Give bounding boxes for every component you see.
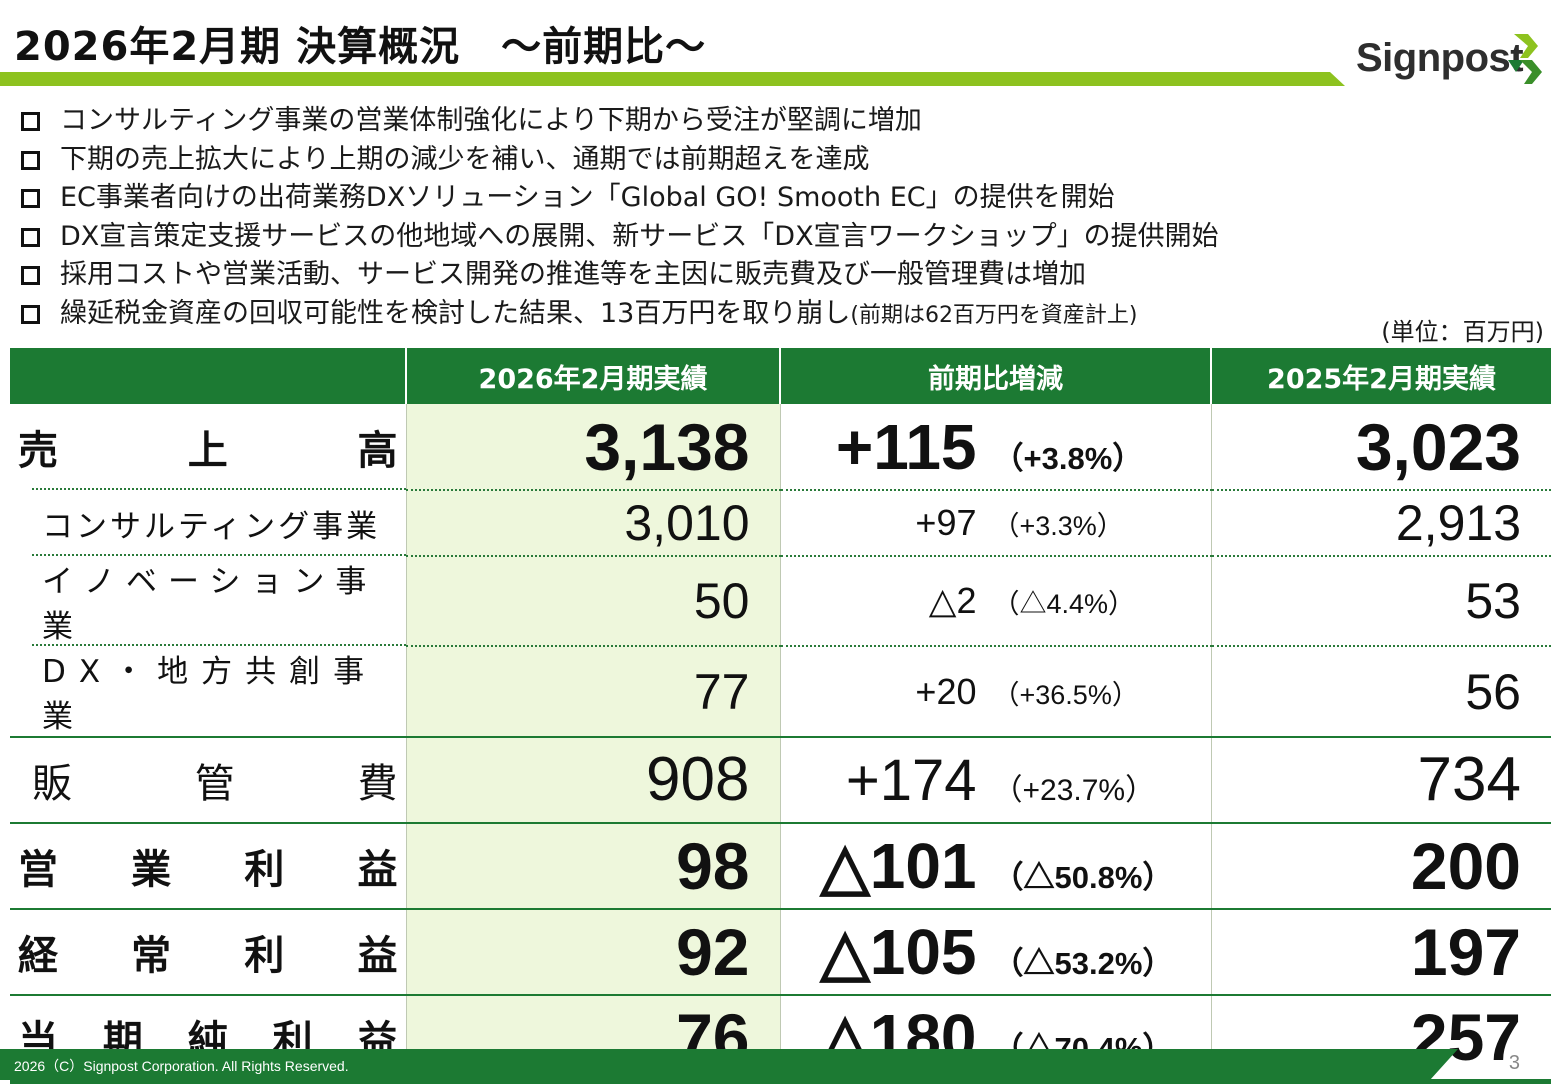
bullet-note: (前期は62百万円を資産計上) [850,302,1138,328]
unit-label: (単位：百万円) [1381,318,1544,346]
table-row-consulting: コンサルティング事業 3,010 +97 （+3.3%） 2,913 [10,490,1551,557]
current-value: 50 [405,556,780,647]
change-value: △105 （△53.2%） [779,909,1211,996]
row-label: DX・地方共創事業 [10,646,406,738]
prior-value: 53 [1210,556,1551,647]
signpost-logo: Signpost [1356,30,1552,90]
table-row-innovation: イノベーション事業 50 △2 （△4.4%） 53 [10,556,1551,647]
bullet-item: 下期の売上拡大により上期の減少を補い、通期では前期超えを達成 [18,141,1219,180]
checkbox-square-icon [21,227,40,247]
row-label: 営 業 利 益 [10,823,406,910]
bullet-item: DX宣言策定支援サービスの他地域への展開、新サービス「DX宣言ワークショップ」の… [18,218,1219,257]
current-value: 92 [405,909,780,996]
checkbox-square-icon [21,150,40,170]
page-number: 3 [1508,1052,1520,1074]
table-row-operating-income: 営 業 利 益 98 △101 （△50.8%） 200 [10,823,1551,910]
current-value: 77 [405,646,780,738]
checkbox-square-icon [21,112,40,131]
table-header-row: 2026年2月期実績 前期比増減 2025年2月期実績 [10,348,1551,404]
prior-value: 3,023 [1210,404,1551,491]
bullet-item: EC事業者向けの出荷業務DXソリューション「Global GO! Smooth … [18,179,1219,218]
change-value: +97 （+3.3%） [779,490,1211,557]
current-value: 3,138 [405,404,780,491]
change-value: △101 （△50.8%） [779,823,1211,910]
prior-value: 200 [1210,823,1551,910]
row-label: イノベーション事業 [10,556,406,646]
row-label: 経 常 利 益 [10,909,406,996]
summary-bullet-list: コンサルティング事業の営業体制強化により下期から受注が堅調に増加 下期の売上拡大… [18,102,1219,333]
change-value: +174 （+23.7%） [779,737,1211,824]
bullet-item: 採用コストや営業活動、サービス開発の推進等を主因に販売費及び一般管理費は増加 [18,256,1219,295]
row-label: 売 上 高 [10,404,406,490]
logo-arrow-icon [1508,34,1542,84]
header-prior-fy: 2025年2月期実績 [1210,348,1551,404]
header-label [10,348,406,404]
title-underline-bar [0,72,1345,86]
copyright-text: 2026（C）Signpost Corporation. All Rights … [14,1058,349,1074]
table-row-net-sales: 売 上 高 3,138 +115 （+3.8%） 3,023 [10,404,1551,491]
bullet-item: コンサルティング事業の営業体制強化により下期から受注が堅調に増加 [18,102,1219,141]
checkbox-square-icon [21,266,40,285]
current-value: 3,010 [405,490,780,557]
row-label: コンサルティング事業 [10,490,406,556]
prior-value: 197 [1210,909,1551,996]
table-row-dx-regional: DX・地方共創事業 77 +20 （+36.5%） 56 [10,646,1551,738]
prior-value: 2,913 [1210,490,1551,557]
logo-wordmark: Signpost [1356,36,1524,80]
change-value: +20 （+36.5%） [779,646,1211,738]
prior-value: 734 [1210,737,1551,824]
current-value: 908 [405,737,780,824]
page-title: 2026年2月期 決算概況 ～前期比～ [14,24,707,70]
prior-value: 56 [1210,646,1551,738]
header-current-fy: 2026年2月期実績 [405,348,780,404]
current-value: 98 [405,823,780,910]
change-value: +115 （+3.8%） [779,404,1211,491]
footer-bar [0,1049,1458,1080]
header-yoy-change: 前期比増減 [779,348,1211,404]
change-value: △2 （△4.4%） [779,556,1211,647]
checkbox-square-icon [21,189,40,208]
table-row-sga: 販 管 費 908 +174 （+23.7%） 734 [10,737,1551,824]
bullet-item: 繰延税金資産の回収可能性を検討した結果、13百万円を取り崩し(前期は62百万円を… [18,295,1219,334]
checkbox-square-icon [21,304,40,324]
results-table: 2026年2月期実績 前期比増減 2025年2月期実績 売 上 高 3,138 … [10,348,1551,1084]
table-row-ordinary-income: 経 常 利 益 92 △105 （△53.2%） 197 [10,909,1551,996]
row-label: 販 管 費 [10,737,406,824]
